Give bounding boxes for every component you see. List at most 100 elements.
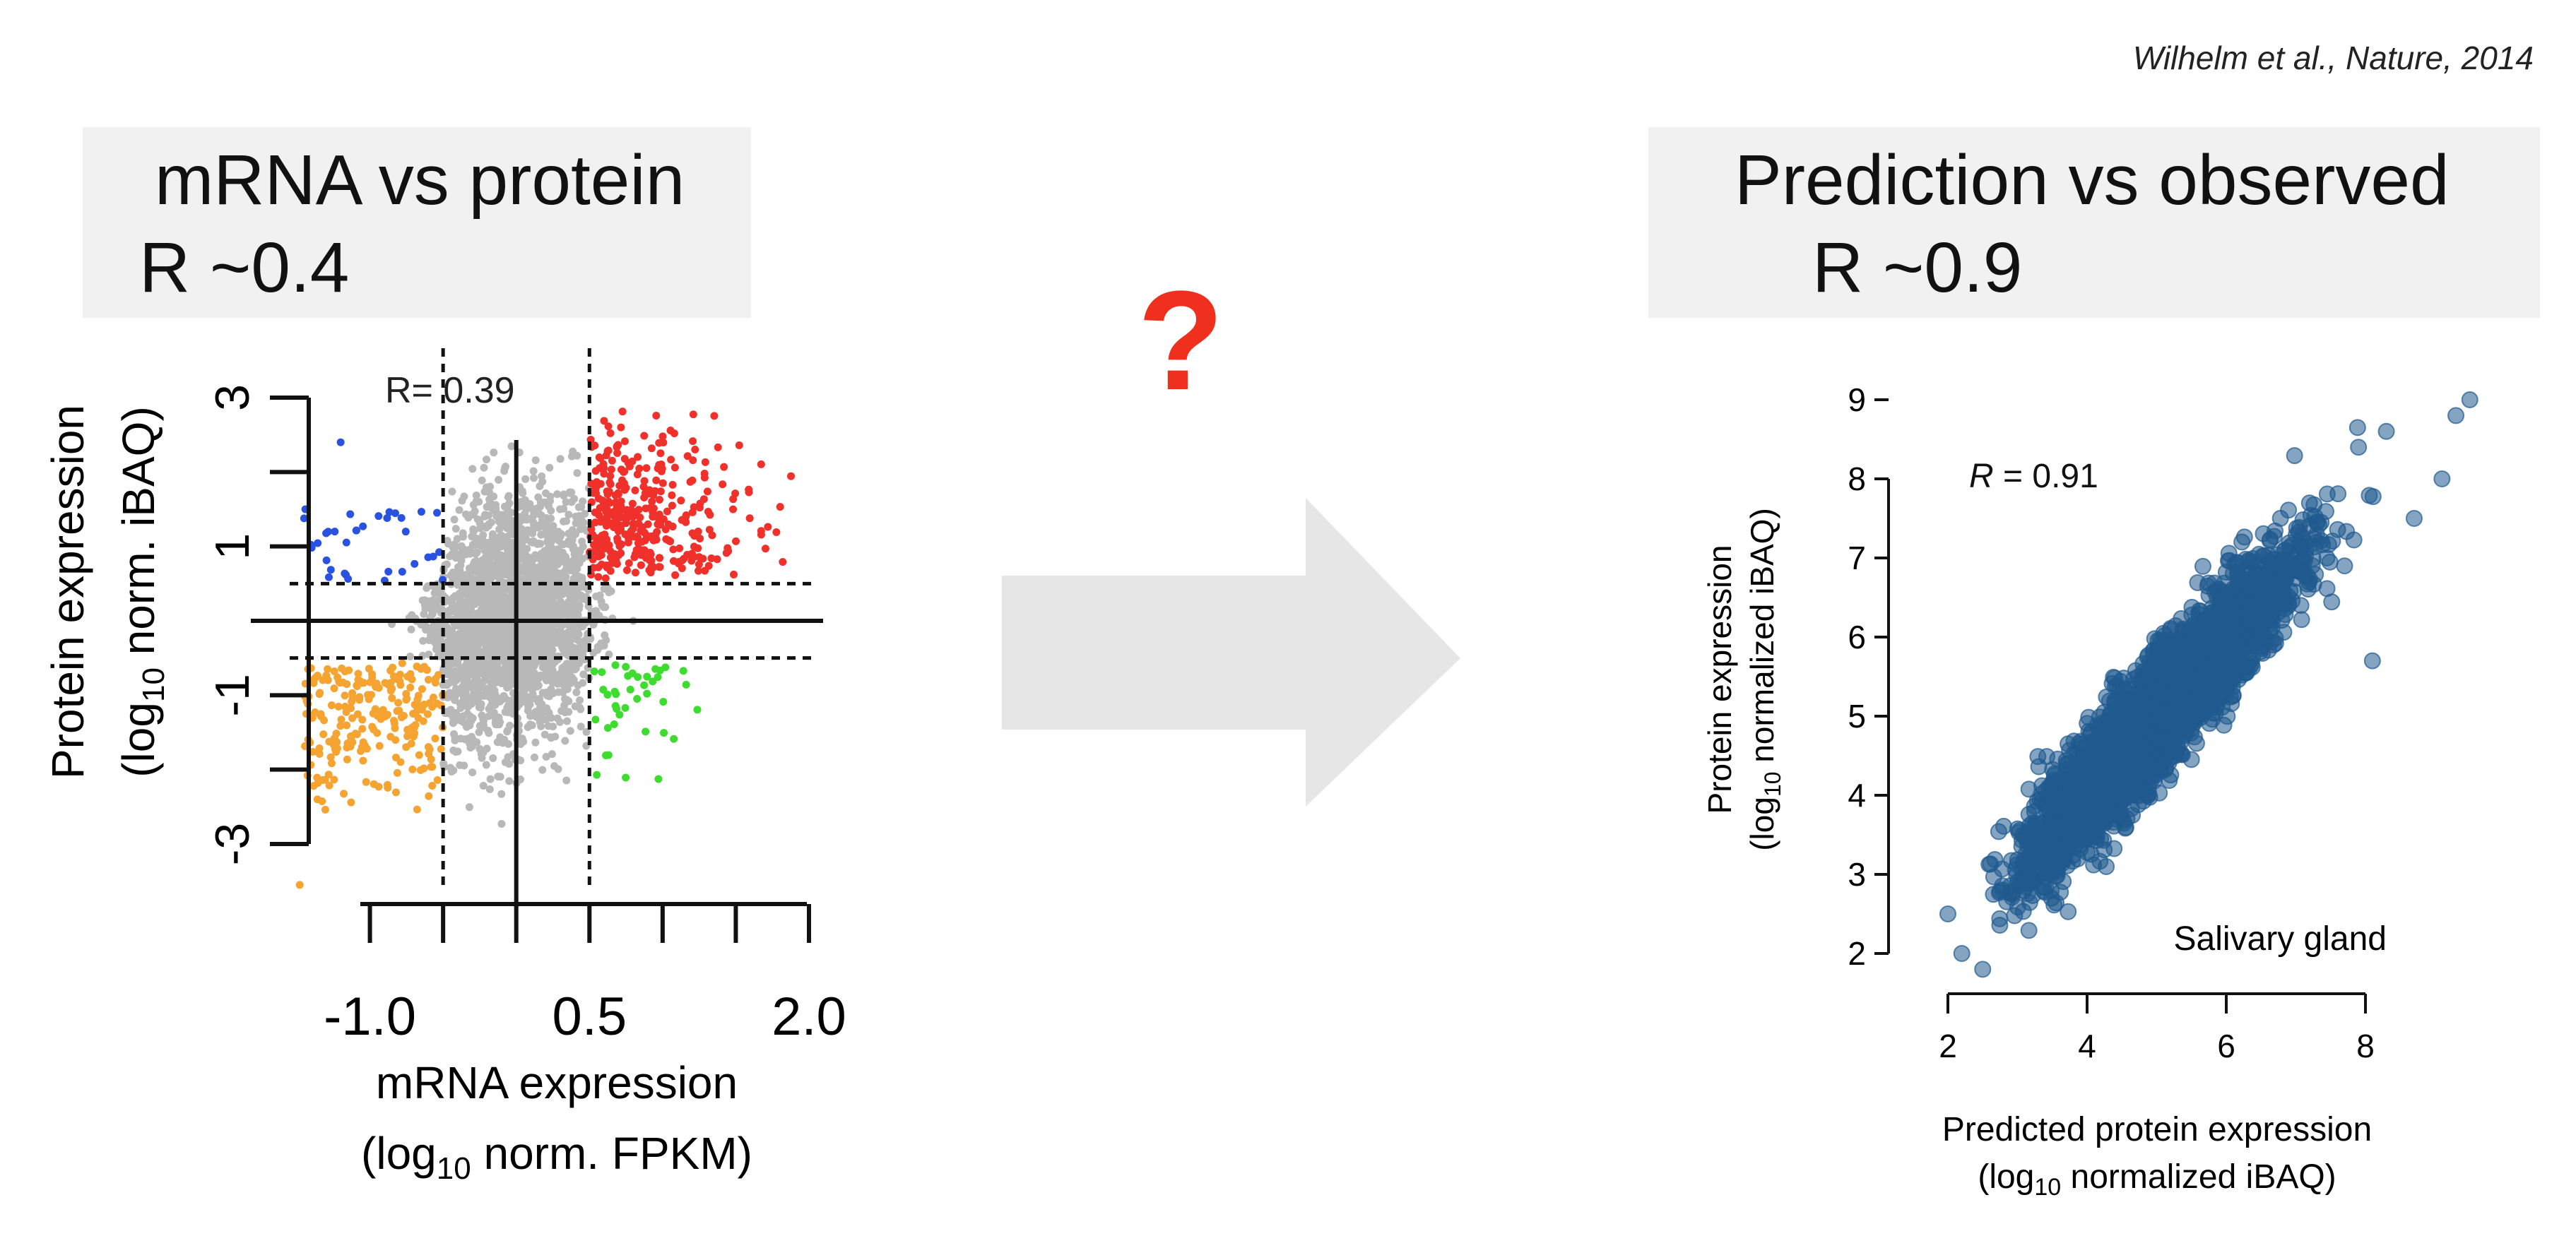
left-point-grey	[556, 505, 565, 513]
left-point-grey	[565, 529, 573, 537]
left-point-red	[622, 512, 630, 521]
left-point-orange	[419, 717, 427, 725]
left-point-grey	[526, 500, 534, 509]
left-point-grey	[432, 645, 440, 653]
left-point-grey	[561, 554, 569, 563]
left-point-orange	[403, 672, 412, 681]
left-point-grey	[520, 666, 528, 674]
left-point-grey	[550, 528, 559, 537]
left-point-green	[598, 668, 606, 677]
left-point-blue	[322, 556, 331, 564]
left-point-grey	[555, 536, 563, 545]
left-point-grey	[538, 766, 547, 774]
left-point-orange	[396, 681, 405, 689]
left-point-grey	[471, 600, 479, 608]
left-point-grey	[461, 668, 470, 677]
left-point-grey	[483, 640, 491, 648]
left-point-grey	[461, 735, 469, 744]
left-point-grey	[537, 587, 545, 595]
left-point-blue	[336, 438, 345, 446]
left-point-red	[670, 429, 678, 438]
left-point-red	[592, 534, 601, 542]
left-point-orange	[414, 691, 423, 700]
left-point-red	[757, 460, 765, 468]
left-point-orange	[390, 719, 398, 727]
left-point-red	[700, 469, 709, 477]
left-point-grey	[579, 670, 588, 679]
left-point-grey	[424, 600, 432, 608]
left-point-red	[689, 437, 697, 446]
left-point-orange	[415, 751, 423, 759]
left-point-grey	[490, 672, 499, 680]
left-point-red	[690, 553, 698, 561]
left-point-orange	[434, 671, 442, 679]
left-point-grey	[557, 622, 566, 630]
right-point	[2020, 922, 2038, 939]
left-point-grey	[573, 469, 581, 477]
left-point-grey	[459, 529, 467, 537]
left-point-orange	[343, 721, 351, 730]
left-point-red	[606, 429, 615, 437]
left-point-grey	[450, 516, 459, 524]
left-point-orange	[424, 675, 432, 684]
left-point-grey	[478, 476, 486, 485]
left-point-orange	[413, 805, 421, 814]
left-point-grey	[465, 803, 473, 812]
left-point-orange	[343, 755, 351, 763]
left-point-grey	[543, 530, 551, 539]
left-point-orange	[391, 754, 400, 762]
left-point-red	[603, 447, 612, 456]
left-point-grey	[446, 763, 454, 772]
left-point-red	[647, 444, 656, 453]
left-point-grey	[597, 639, 605, 648]
left-point-orange	[340, 790, 348, 798]
left-point-red	[603, 506, 611, 514]
left-point-grey	[475, 558, 483, 566]
left-point-orange	[348, 738, 357, 747]
left-point-grey	[545, 708, 553, 717]
left-point-grey	[454, 576, 462, 585]
left-point-grey	[472, 638, 480, 647]
left-point-grey	[504, 501, 512, 509]
left-point-grey	[549, 723, 557, 731]
left-point-grey	[556, 455, 565, 463]
left-point-green	[591, 715, 600, 724]
left-point-grey	[486, 775, 495, 783]
left-point-green	[633, 695, 642, 703]
left-point-grey	[535, 694, 543, 703]
left-point-orange	[370, 725, 378, 734]
left-point-grey	[566, 642, 574, 650]
left-point-grey	[576, 525, 584, 533]
left-point-red	[620, 468, 629, 476]
left-point-grey	[576, 696, 584, 704]
left-point-grey	[431, 635, 439, 643]
left-point-red	[595, 511, 603, 519]
left-point-grey	[461, 510, 470, 518]
left-point-grey	[542, 667, 550, 676]
left-point-orange	[393, 768, 401, 777]
right-title-box: Prediction vs observed R ~0.9	[1648, 127, 2540, 318]
left-point-orange	[431, 735, 439, 743]
left-point-blue	[322, 529, 331, 537]
left-point-grey	[579, 497, 587, 506]
left-point-red	[694, 528, 702, 536]
left-point-red	[640, 432, 649, 440]
left-point-grey	[577, 723, 585, 731]
left-point-red	[594, 573, 603, 581]
left-point-red	[622, 566, 631, 574]
left-point-red	[745, 485, 753, 494]
left-point-blue	[424, 553, 432, 561]
left-point-red	[649, 562, 657, 571]
left-point-grey	[567, 608, 576, 617]
left-point-grey	[547, 675, 555, 684]
left-point-grey	[495, 713, 503, 722]
left-point-orange	[321, 775, 329, 784]
left-point-grey	[523, 606, 531, 614]
left-point-grey	[501, 464, 509, 472]
left-point-red	[634, 506, 643, 514]
left-point-red	[591, 518, 599, 527]
left-y-tick-label: 1	[206, 533, 259, 560]
left-point-orange	[388, 694, 396, 702]
left-point-red	[694, 566, 702, 575]
